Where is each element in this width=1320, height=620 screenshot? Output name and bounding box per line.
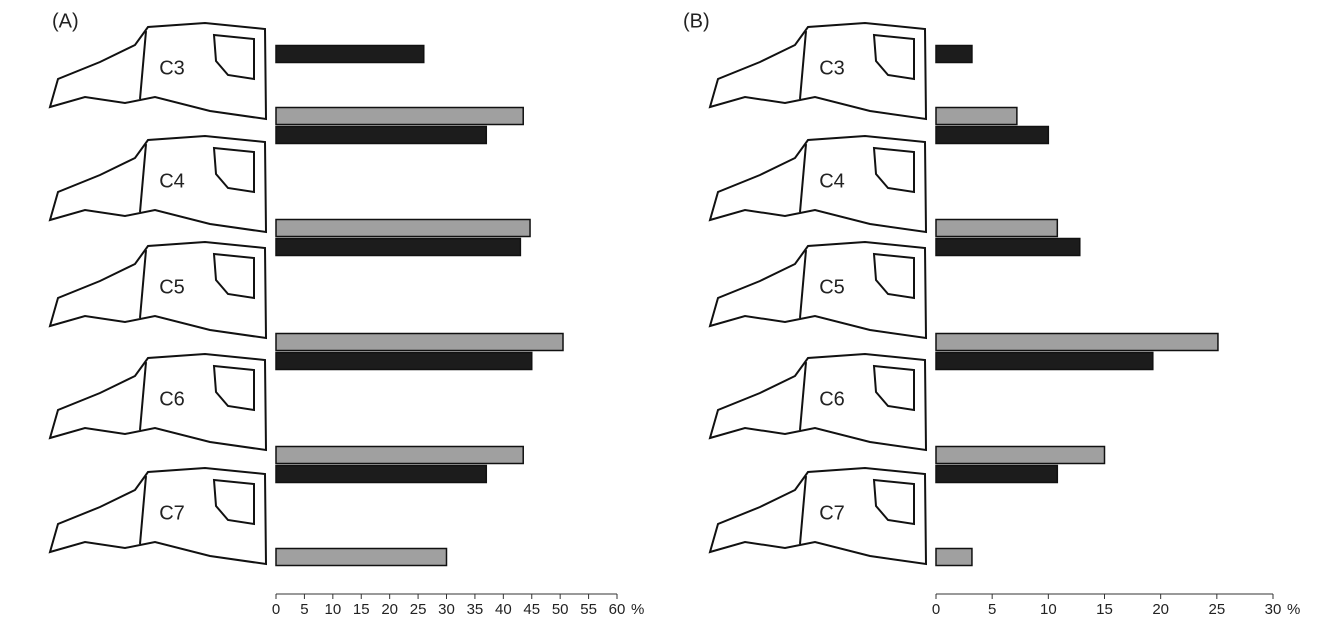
bar: [276, 239, 520, 256]
bar: [936, 549, 972, 566]
bar: [936, 220, 1057, 237]
x-tick-label: 0: [932, 601, 940, 618]
vertebra-label: C4: [159, 170, 185, 192]
x-axis-label: %: [631, 601, 644, 618]
x-tick-label: 50: [552, 601, 569, 618]
figure: (A)C3C4C5C6C7051015202530354045505560%(B…: [0, 0, 1320, 620]
vertebra-outline: [800, 144, 806, 212]
x-tick-label: 55: [580, 601, 597, 618]
vertebra-outline: [874, 148, 914, 192]
x-tick-label: 5: [988, 601, 996, 618]
x-tick-label: 60: [609, 601, 626, 618]
vertebra-label: C3: [159, 57, 185, 79]
vertebra-label: C4: [819, 170, 845, 192]
x-tick-label: 35: [467, 601, 484, 618]
vertebra-label: C5: [819, 276, 845, 298]
bar: [276, 127, 486, 144]
bar: [936, 334, 1218, 351]
vertebra-outline: [140, 476, 146, 544]
x-tick-label: 0: [272, 601, 280, 618]
bar: [276, 353, 532, 370]
x-tick-label: 10: [324, 601, 341, 618]
x-tick-label: 45: [523, 601, 540, 618]
bar: [936, 127, 1048, 144]
vertebra-outline: [140, 31, 146, 99]
vertebra-label: C6: [819, 388, 845, 410]
vertebra-outline: [214, 35, 254, 79]
bar: [276, 108, 523, 125]
vertebra-outline: [214, 254, 254, 298]
vertebra-outline: [214, 480, 254, 524]
vertebra-label: C5: [159, 276, 185, 298]
bar: [276, 466, 486, 483]
x-axis-label: %: [1287, 601, 1300, 618]
x-tick-label: 25: [410, 601, 427, 618]
vertebra-outline: [874, 35, 914, 79]
vertebra-outline: [140, 362, 146, 430]
bar: [276, 549, 447, 566]
panel-label: (B): [683, 10, 710, 32]
bar: [936, 239, 1080, 256]
vertebra-outline: [140, 144, 146, 212]
x-tick-label: 5: [300, 601, 308, 618]
bar: [276, 46, 424, 63]
vertebra-outline: [874, 480, 914, 524]
vertebra-label: C7: [159, 502, 185, 524]
vertebra-outline: [800, 31, 806, 99]
x-tick-label: 30: [438, 601, 455, 618]
bar: [936, 108, 1017, 125]
bar: [276, 447, 523, 464]
bar: [936, 46, 972, 63]
vertebra-outline: [800, 362, 806, 430]
x-tick-label: 15: [353, 601, 370, 618]
bar: [936, 466, 1057, 483]
vertebra-outline: [874, 254, 914, 298]
vertebra-outline: [214, 366, 254, 410]
bar: [276, 220, 530, 237]
vertebra-outline: [800, 476, 806, 544]
x-tick-label: 40: [495, 601, 512, 618]
vertebra-label: C6: [159, 388, 185, 410]
panel-label: (A): [52, 10, 79, 32]
vertebra-outline: [214, 148, 254, 192]
x-tick-label: 30: [1265, 601, 1282, 618]
bar: [276, 334, 563, 351]
vertebra-outline: [874, 366, 914, 410]
vertebra-outline: [140, 250, 146, 318]
bar: [936, 353, 1153, 370]
vertebra-label: C3: [819, 57, 845, 79]
vertebra-label: C7: [819, 502, 845, 524]
x-tick-label: 15: [1096, 601, 1113, 618]
vertebra-outline: [800, 250, 806, 318]
x-tick-label: 25: [1208, 601, 1225, 618]
x-tick-label: 20: [381, 601, 398, 618]
x-tick-label: 10: [1040, 601, 1057, 618]
x-tick-label: 20: [1152, 601, 1169, 618]
bar: [936, 447, 1105, 464]
